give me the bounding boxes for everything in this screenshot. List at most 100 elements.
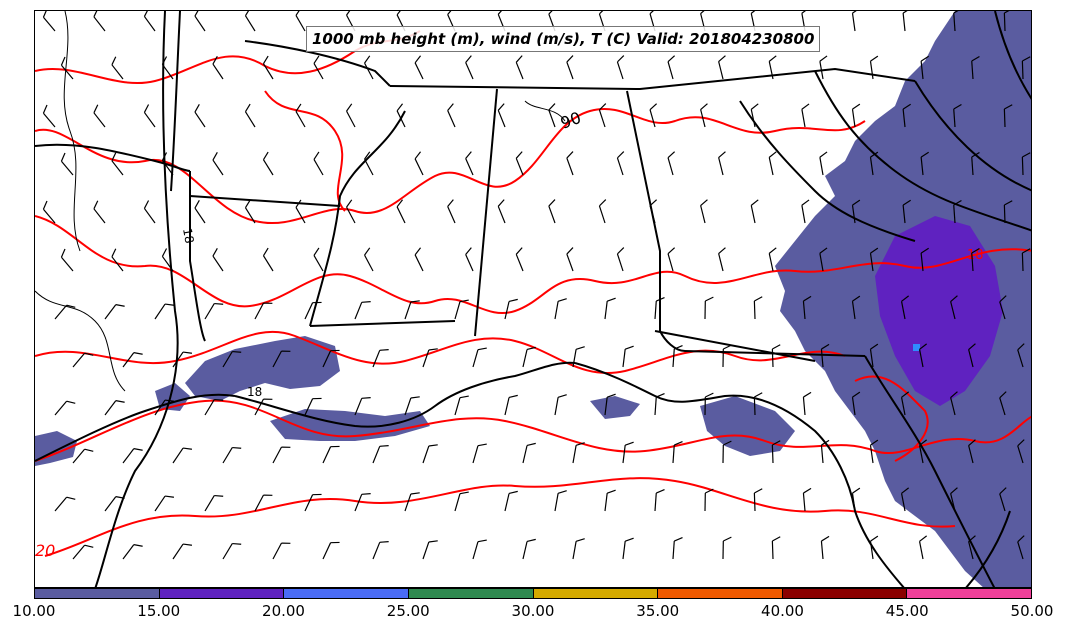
wind-barb-icon xyxy=(396,199,406,224)
wind-fill-max xyxy=(913,344,920,351)
wind-barb-icon xyxy=(920,55,929,80)
wind-barb-icon xyxy=(667,247,676,272)
wind-barb-icon xyxy=(566,55,574,80)
wind-barb-icon xyxy=(572,346,585,368)
wind-barb-icon xyxy=(622,441,634,464)
wind-barb-icon xyxy=(722,536,732,560)
wind-barb-icon xyxy=(902,11,911,32)
wind-barb-icon xyxy=(554,298,567,320)
wind-barb-icon xyxy=(820,439,830,464)
wind-barb-icon xyxy=(820,535,830,560)
wind-barb-icon xyxy=(968,343,976,368)
wind-barb-icon xyxy=(364,247,374,272)
wind-speed-fill xyxy=(35,11,1031,587)
colorbar-tick-label: 40.00 xyxy=(761,602,804,620)
wind-barb-icon xyxy=(212,55,224,80)
wind-barb-icon xyxy=(72,352,94,368)
wind-barb-icon xyxy=(700,199,708,224)
map-title: 1000 mb height (m), wind (m/s), T (C) Va… xyxy=(306,26,821,52)
colorbar-segment xyxy=(284,589,409,598)
wind-barb-icon xyxy=(143,11,156,32)
wind-barb-icon xyxy=(143,104,156,128)
wind-barb-icon xyxy=(950,487,958,512)
wind-barb-icon xyxy=(869,151,879,176)
wind-barb-icon xyxy=(718,55,726,80)
wind-barb-icon xyxy=(304,301,322,320)
colorbar-segment xyxy=(408,589,534,598)
wind-barb-icon xyxy=(454,299,469,320)
wind-barb-icon xyxy=(522,538,536,560)
wind-barb-icon xyxy=(172,351,193,368)
wind-barb-icon xyxy=(819,247,828,272)
colorbar-tick-label: 45.00 xyxy=(885,602,929,620)
wind-barb-icon xyxy=(42,200,56,224)
wind-barb-icon xyxy=(154,399,175,416)
wind-barb-icon xyxy=(272,350,291,368)
wind-barb-icon xyxy=(771,440,781,464)
wind-barb-icon xyxy=(465,247,474,272)
wind-barb-icon xyxy=(649,103,658,128)
wind-barb-icon xyxy=(194,103,206,128)
wind-barbs xyxy=(42,11,1031,560)
wind-barb-icon xyxy=(497,199,506,224)
wind-barb-icon xyxy=(295,103,306,128)
wind-barb-icon xyxy=(262,151,274,176)
wind-barb-icon xyxy=(1003,11,1013,32)
wind-barb-icon xyxy=(161,248,174,272)
wind-barb-icon xyxy=(953,11,962,32)
wind-barb-icon xyxy=(504,394,518,416)
wind-barb-icon xyxy=(851,295,861,320)
colorbar-tick-label: 10.00 xyxy=(12,602,56,620)
wind-barb-icon xyxy=(851,103,861,128)
wind-barb-icon xyxy=(704,392,714,416)
wind-barb-icon xyxy=(801,103,810,128)
wind-barb-icon xyxy=(672,441,683,464)
wind-barb-icon xyxy=(244,103,256,128)
contour-label: 18 xyxy=(180,227,196,244)
wind-barb-icon xyxy=(154,303,175,320)
wind-barb-icon xyxy=(802,295,812,320)
wind-barb-icon xyxy=(616,55,625,80)
wind-barb-icon xyxy=(54,400,76,416)
wind-barb-icon xyxy=(548,199,556,224)
wind-barb-icon xyxy=(194,199,206,224)
wind-barb-icon xyxy=(548,103,556,128)
wind-barb-icon xyxy=(472,443,487,464)
wind-barb-icon xyxy=(222,350,242,368)
wind-barb-icon xyxy=(122,352,143,368)
wind-barb-icon xyxy=(999,295,1007,320)
wind-barb-icon xyxy=(244,199,256,224)
wind-barb-icon xyxy=(704,296,714,320)
wind-barb-icon xyxy=(42,11,56,32)
wind-barb-icon xyxy=(322,349,340,368)
wind-barb-icon xyxy=(422,348,438,368)
wind-barb-icon xyxy=(372,349,389,368)
wind-barb-icon xyxy=(313,55,324,80)
wind-barb-icon xyxy=(454,395,469,416)
wind-fill-gulf-west xyxy=(35,431,77,466)
wind-barb-icon xyxy=(768,247,777,272)
wind-barb-icon xyxy=(295,199,306,224)
wind-barb-icon xyxy=(313,247,324,272)
wind-barb-icon xyxy=(704,488,714,512)
wind-barb-icon xyxy=(93,104,106,128)
wind-barb-icon xyxy=(750,199,759,224)
wind-barb-icon xyxy=(313,151,324,176)
wind-barb-icon xyxy=(902,103,911,128)
wind-barb-icon xyxy=(1017,535,1025,560)
wind-barb-icon xyxy=(753,392,763,416)
colorbar-segment xyxy=(533,589,659,598)
wind-barb-icon xyxy=(920,151,929,176)
wind-barb-icon xyxy=(768,151,777,176)
wind-barb-icon xyxy=(1021,56,1031,80)
wind-barb-icon xyxy=(404,300,420,320)
wind-barb-icon xyxy=(753,296,763,320)
wind-barb-icon xyxy=(950,391,958,416)
wind-barb-icon xyxy=(616,247,625,272)
wind-barb-icon xyxy=(802,391,812,416)
wind-barb-icon xyxy=(254,398,273,416)
wind-barb-icon xyxy=(971,247,980,272)
wind-barb-icon xyxy=(869,247,879,272)
wind-barb-icon xyxy=(322,541,340,560)
wind-barb-icon xyxy=(802,487,812,512)
